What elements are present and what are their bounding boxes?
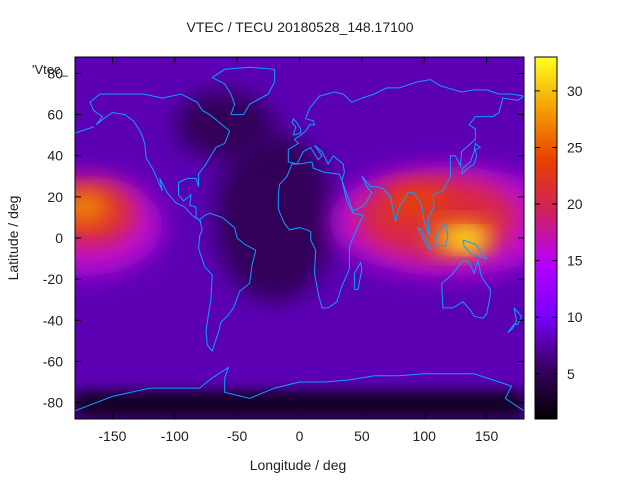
- coastline-new-zealand: [507, 307, 523, 333]
- colorbar-tick-label: 5: [567, 366, 575, 382]
- colorbar-tick-label: 25: [567, 140, 583, 156]
- tec-low-atlantic: [214, 132, 335, 303]
- coastline-borneo: [434, 222, 449, 247]
- tec-low-north-america: [174, 89, 275, 160]
- tec-region-2: [75, 193, 107, 222]
- y-tick-label: 80: [47, 65, 63, 81]
- x-tick-label: 0: [296, 428, 304, 444]
- coastline-north-america: [89, 93, 231, 222]
- y-tick-label: 20: [47, 189, 63, 205]
- coastline-south-america: [197, 212, 257, 353]
- y-axis-label: Latitude / deg: [5, 196, 21, 281]
- y-tick-label: 0: [55, 230, 63, 246]
- colorbar-ticks: 5 10 15 20 25 30: [535, 83, 583, 382]
- coastline-alaska-islands: [75, 126, 94, 134]
- vtec-heatmap: [75, 57, 524, 419]
- coastline-japan: [461, 142, 482, 175]
- coastline-new-guinea: [462, 239, 488, 260]
- x-tick-label: -150: [98, 428, 126, 444]
- y-tick-label: 60: [47, 107, 63, 123]
- coastline-sumatra: [417, 227, 433, 251]
- y-tick-label: -80: [43, 395, 63, 411]
- coastline-antarctica: [75, 366, 524, 412]
- x-axis-label: Longitude / deg: [250, 457, 347, 473]
- colorbar-tick-label: 20: [567, 196, 583, 212]
- x-tick-label: -100: [161, 428, 189, 444]
- x-axis-ticks: -150 -100 -50 0 50 100 150: [98, 57, 498, 444]
- coastline-australia: [441, 258, 491, 319]
- y-axis-ticks: -80 -60 -40 -20 0 20 40 60 80: [43, 65, 524, 411]
- coastline-greenland: [211, 66, 276, 116]
- y-tick-label: -40: [43, 312, 63, 328]
- y-tick-label: 40: [47, 148, 63, 164]
- x-tick-label: -50: [227, 428, 247, 444]
- coastlines: [75, 66, 524, 412]
- coastline-europe-asia: [287, 79, 524, 237]
- colorbar: [534, 56, 558, 420]
- x-tick-label: 50: [354, 428, 370, 444]
- tec-region-5: [387, 186, 448, 215]
- coastline-great-britain: [291, 117, 302, 136]
- tec-region-7: [451, 232, 484, 249]
- chart-title: VTEC / TECU 20180528_148.17100: [186, 19, 413, 35]
- colorbar-tick-label: 30: [567, 83, 583, 99]
- x-tick-label: 100: [413, 428, 437, 444]
- tec-field: [75, 57, 524, 419]
- y-tick-label: -60: [43, 353, 63, 369]
- colorbar-tick-label: 10: [567, 309, 583, 325]
- coastline-africa: [277, 161, 364, 309]
- legend-key: 'Vtec_: [32, 62, 68, 77]
- coastline-madagascar: [353, 261, 363, 290]
- y-tick-label: -20: [43, 271, 63, 287]
- colorbar-tick-label: 15: [567, 253, 583, 269]
- x-tick-label: 150: [475, 428, 499, 444]
